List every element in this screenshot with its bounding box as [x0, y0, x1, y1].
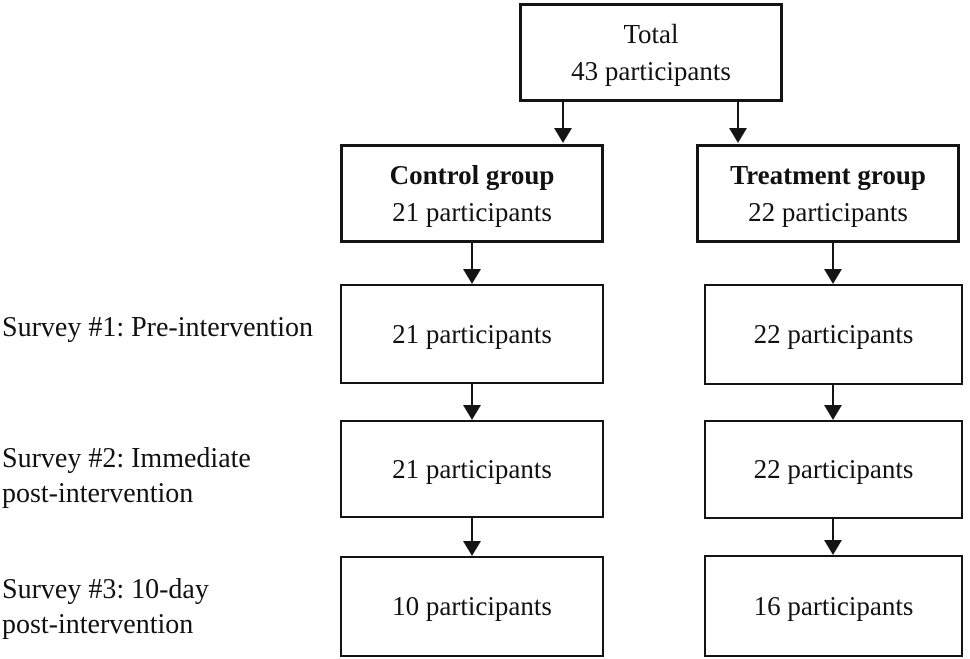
row-label-survey-2-line-2: post-intervention	[2, 478, 194, 509]
control-survey-1-count: 21 participants	[392, 318, 552, 349]
arrow-shaft	[471, 384, 473, 408]
treatment-survey-3-box: 16 participants	[704, 555, 963, 657]
arrow-total-to-treatment-group	[729, 102, 747, 143]
treatment-group-title: Treatment group	[730, 159, 926, 190]
treatment-survey-1-count: 22 participants	[753, 319, 914, 349]
down-arrowhead-icon	[729, 128, 747, 143]
arrow-shaft	[832, 519, 834, 543]
row-label-survey-3-line-1: Survey #3: 10-day	[2, 574, 209, 605]
arrow-shaft	[737, 102, 739, 131]
arrow-treatment-survey-2-to-survey-3	[824, 519, 842, 555]
arrow-control-group-to-survey-1	[463, 243, 481, 284]
control-survey-1-box: 21 participants	[340, 284, 604, 384]
total-box: Total 43 participants	[519, 3, 783, 102]
control-survey-3-count: 10 participants	[392, 591, 552, 621]
arrow-shaft	[832, 385, 834, 408]
total-box-count: 43 participants	[571, 55, 731, 86]
treatment-survey-3-count: 16 participants	[753, 590, 914, 621]
control-survey-2-box: 21 participants	[340, 420, 604, 518]
down-arrowhead-icon	[554, 128, 572, 143]
arrow-control-survey-1-to-survey-2	[463, 384, 481, 420]
control-group-count: 21 participants	[392, 196, 552, 227]
treatment-survey-2-count: 22 participants	[753, 454, 914, 484]
row-label-survey-3-line-2: post-intervention	[2, 609, 194, 640]
down-arrowhead-icon	[824, 269, 842, 284]
treatment-survey-2-box: 22 participants	[704, 420, 963, 519]
arrow-shaft	[562, 102, 564, 131]
row-label-survey-2-line-1: Survey #2: Immediate	[2, 443, 251, 474]
down-arrowhead-icon	[824, 405, 842, 420]
treatment-group-count: 22 participants	[748, 196, 908, 227]
arrow-treatment-group-to-survey-1	[824, 243, 842, 284]
arrow-shaft	[471, 518, 473, 544]
treatment-survey-1-box: 22 participants	[704, 284, 963, 385]
down-arrowhead-icon	[824, 540, 842, 555]
row-label-survey-2: Survey #2: Immediate post-intervention	[2, 441, 251, 511]
down-arrowhead-icon	[463, 269, 481, 284]
control-survey-2-count: 21 participants	[392, 453, 552, 484]
arrow-shaft	[471, 243, 473, 272]
row-label-survey-1-line-1: Survey #1: Pre-intervention	[2, 312, 314, 343]
arrow-control-survey-2-to-survey-3	[463, 518, 481, 556]
down-arrowhead-icon	[463, 405, 481, 420]
down-arrowhead-icon	[463, 541, 481, 556]
row-label-survey-3: Survey #3: 10-day post-intervention	[2, 572, 209, 642]
arrow-total-to-control-group	[554, 102, 572, 143]
control-group-box: Control group 21 participants	[340, 144, 604, 243]
total-box-title: Total	[623, 18, 679, 49]
control-group-title: Control group	[389, 159, 555, 190]
row-label-survey-1: Survey #1: Pre-intervention	[2, 310, 313, 345]
control-survey-3-box: 10 participants	[340, 556, 604, 657]
treatment-group-box: Treatment group 22 participants	[696, 144, 960, 243]
arrow-shaft	[832, 243, 834, 272]
arrow-treatment-survey-1-to-survey-2	[824, 385, 842, 420]
